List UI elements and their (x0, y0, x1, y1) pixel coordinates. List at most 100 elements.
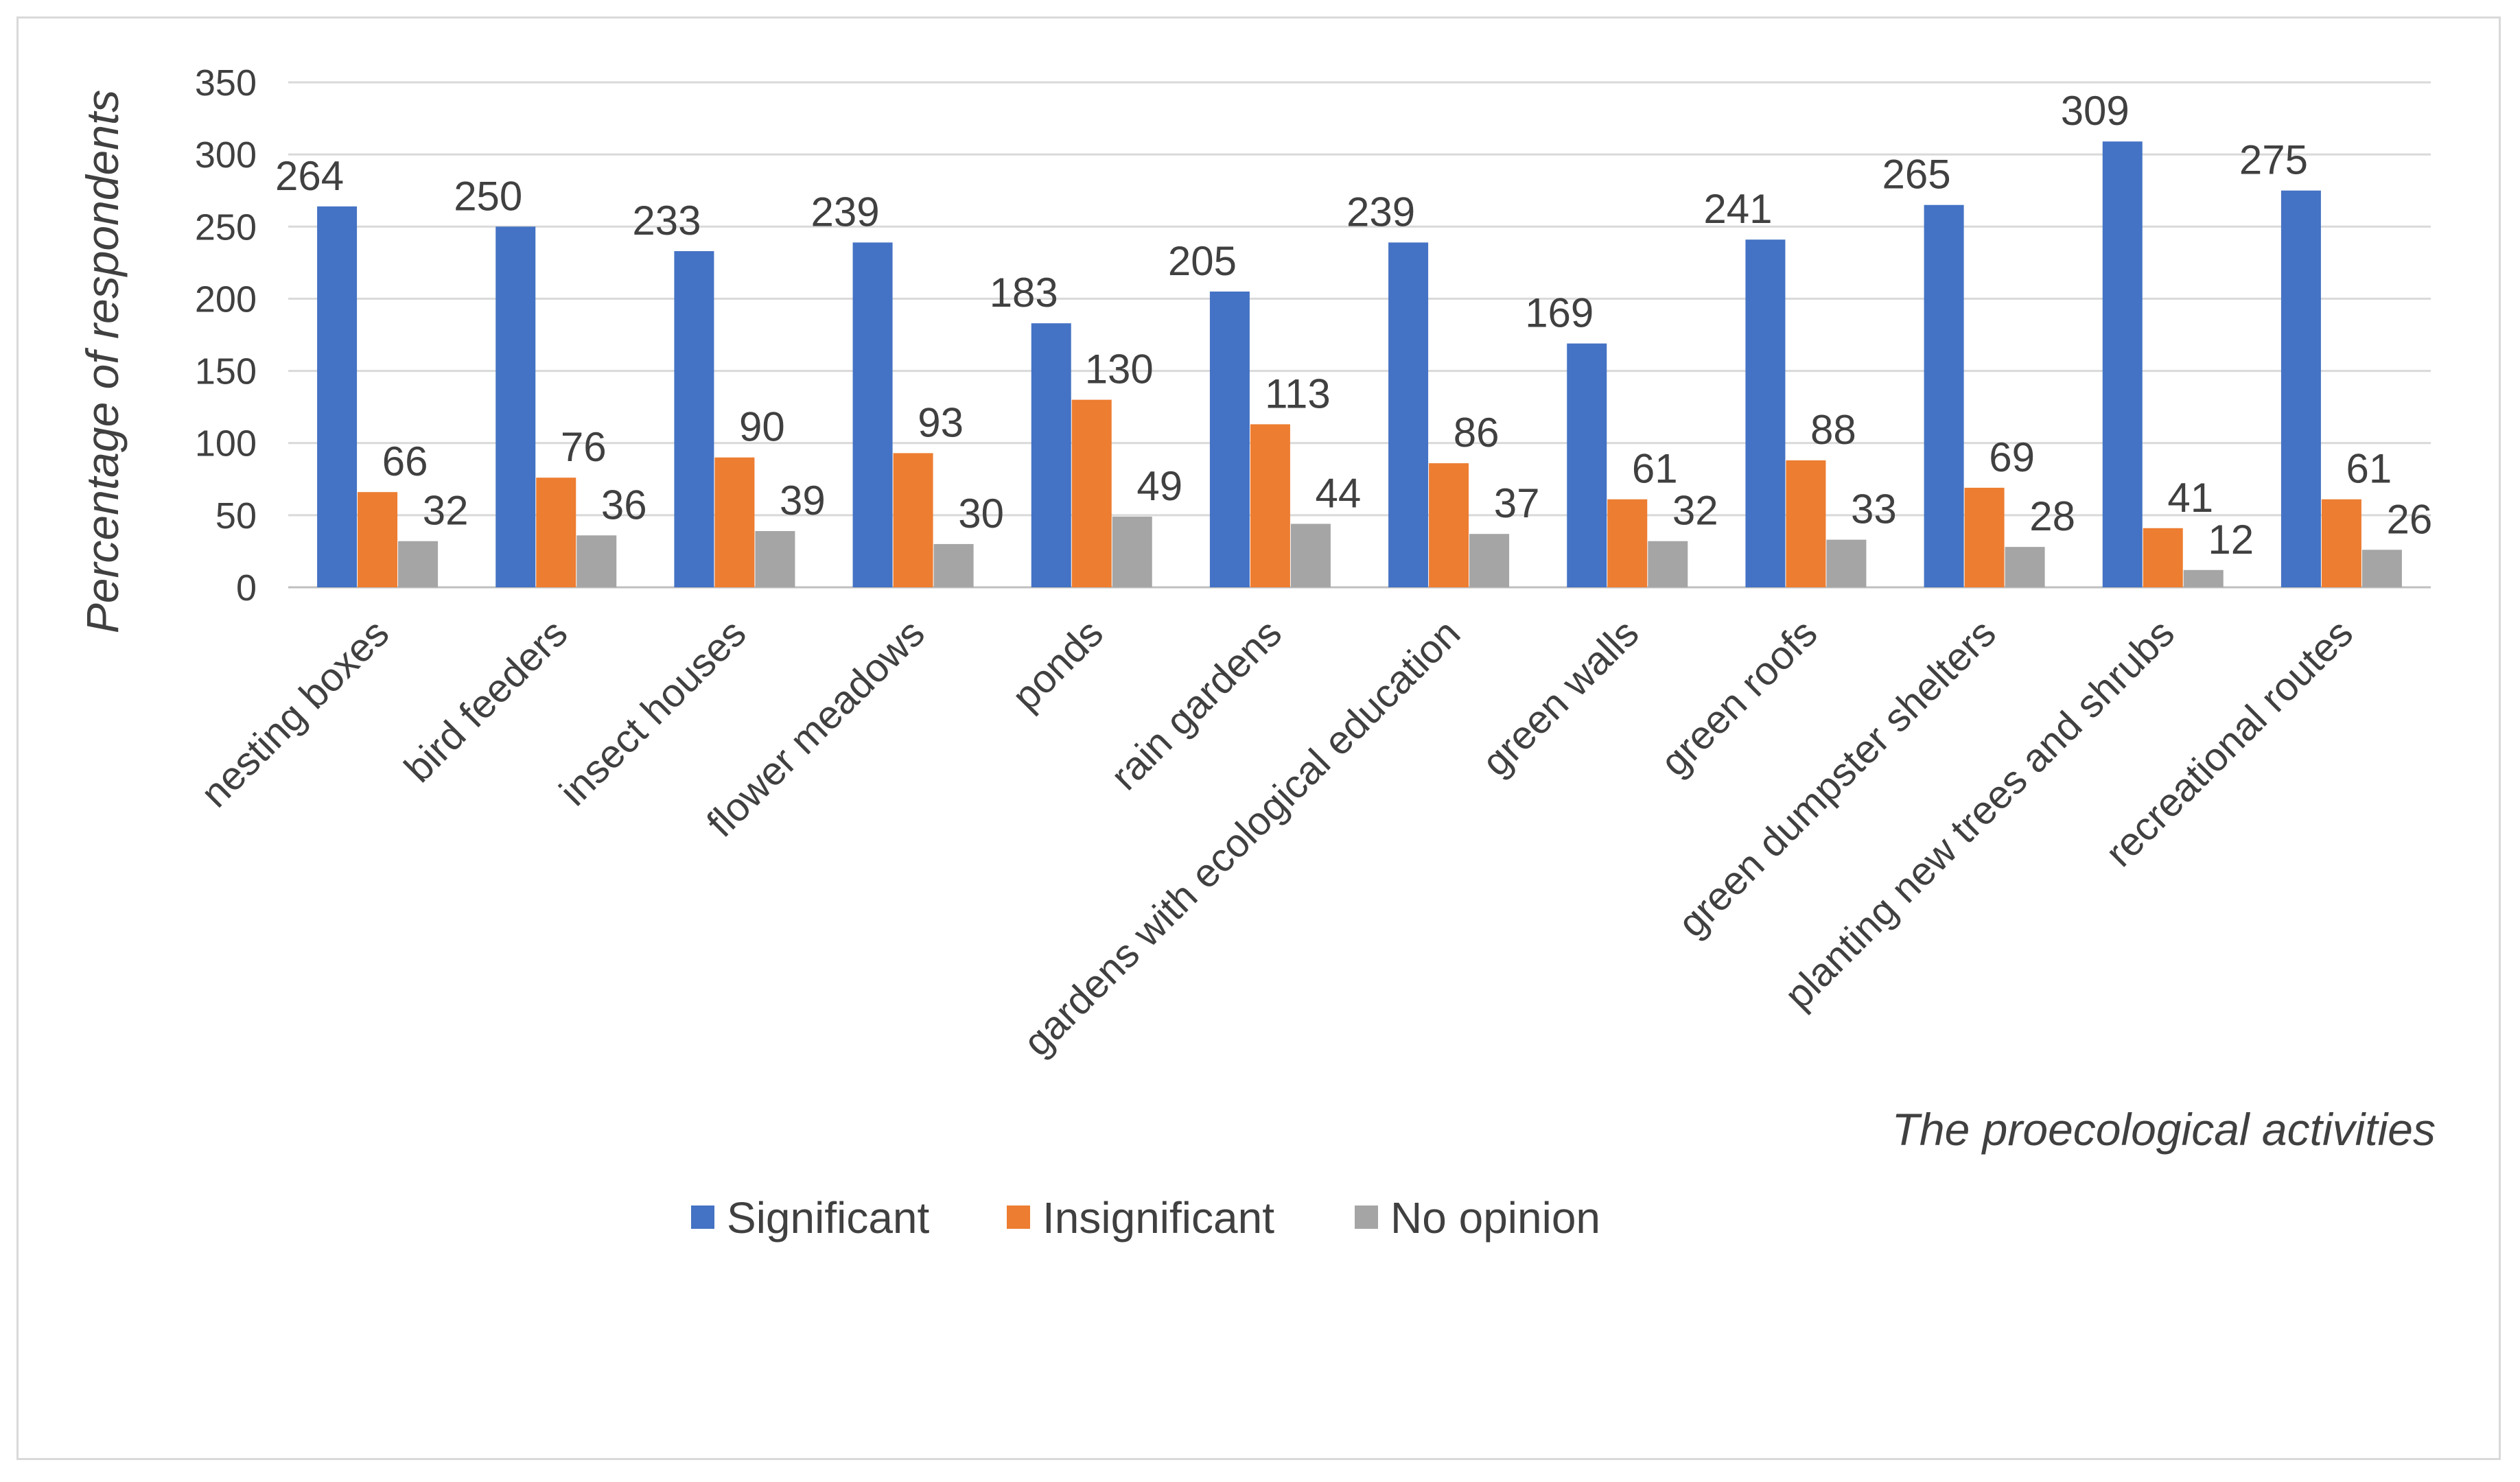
bar-significant (2102, 141, 2143, 587)
category-label: nesting boxes (192, 611, 397, 816)
bar-chart: 0 50 100 150 200 250 300 350 264 250 233 239 183 205… (77, 62, 2436, 1243)
y-tick-label: 50 (215, 495, 257, 537)
bar-no-opinion (1290, 524, 1331, 587)
data-label-significant: 239 (811, 189, 880, 235)
category-label: green dumpster shelters (1670, 611, 2005, 945)
bar-significant (1745, 239, 1786, 587)
bar-insignificant (1964, 487, 2005, 587)
data-label-no-opinion: 49 (1136, 463, 1182, 509)
data-label-insignificant: 69 (1989, 434, 2035, 480)
data-label-significant: 275 (2239, 137, 2308, 183)
category-label: green roofs (1652, 611, 1825, 784)
data-label-insignificant: 61 (2346, 446, 2392, 492)
data-label-significant: 264 (275, 153, 344, 199)
data-label-insignificant: 113 (1265, 370, 1331, 416)
data-label-no-opinion: 26 (2387, 496, 2433, 542)
y-tick-label: 250 (195, 207, 257, 248)
bar-significant (1567, 343, 1607, 587)
bar-significant (674, 251, 714, 587)
bar-no-opinion (1826, 539, 1867, 587)
bar-no-opinion (755, 530, 795, 587)
bar-insignificant (1250, 424, 1290, 587)
data-label-no-opinion: 28 (2029, 493, 2075, 539)
bar-no-opinion (933, 543, 974, 587)
legend-label: Insignificant (1042, 1193, 1274, 1243)
data-label-no-opinion: 33 (1851, 486, 1897, 532)
bar-no-opinion (576, 535, 617, 587)
bar-significant (1031, 323, 1071, 587)
data-label-significant: 309 (2061, 88, 2130, 134)
data-label-significant: 183 (990, 270, 1058, 316)
gridlines (288, 81, 2431, 589)
category-label: rain gardens (1102, 611, 1290, 799)
bar-significant (852, 242, 893, 587)
bar-insignificant (2143, 528, 2183, 587)
legend-swatch (1007, 1205, 1030, 1229)
legend-label: No opinion (1390, 1193, 1600, 1243)
legend: Significant Insignificant No opinion (691, 1193, 1600, 1243)
bar-insignificant (714, 457, 755, 587)
bar-insignificant (1071, 399, 1112, 587)
bar-no-opinion (2183, 569, 2224, 587)
bar-significant (1388, 242, 1429, 587)
data-label-no-opinion: 36 (601, 482, 647, 528)
data-label-insignificant: 76 (561, 424, 607, 470)
data-label-insignificant: 61 (1632, 446, 1678, 492)
category-label: insect houses (551, 611, 755, 814)
y-axis-ticks: 0 50 100 150 200 250 300 350 (195, 62, 257, 609)
bar-insignificant (1429, 463, 1469, 587)
legend-swatch (1355, 1205, 1378, 1229)
bars (317, 141, 2402, 587)
bar-insignificant (893, 453, 933, 587)
bar-significant (495, 226, 536, 587)
data-label-no-opinion: 30 (958, 491, 1004, 537)
y-tick-label: 150 (195, 351, 257, 392)
data-label-no-opinion: 44 (1316, 470, 1362, 516)
data-label-significant: 233 (632, 198, 701, 244)
y-axis-title: Percentage of respondents (77, 90, 128, 634)
data-label-significant: 239 (1346, 189, 1415, 235)
bar-insignificant (358, 492, 398, 587)
y-tick-label: 300 (195, 134, 257, 176)
y-tick-label: 200 (195, 279, 257, 320)
category-label: green walls (1473, 611, 1647, 784)
legend-swatch (691, 1205, 714, 1229)
bar-significant (1209, 291, 1250, 587)
bar-no-opinion (2005, 547, 2045, 587)
bar-significant (2280, 190, 2321, 587)
bar-insignificant (1607, 499, 1648, 587)
data-label-insignificant: 130 (1085, 346, 1154, 392)
bar-insignificant (536, 478, 576, 587)
data-label-insignificant: 66 (382, 438, 428, 484)
bar-no-opinion (2361, 550, 2402, 587)
y-tick-label: 0 (236, 567, 257, 609)
bar-significant (317, 206, 358, 587)
data-label-significant: 241 (1703, 186, 1772, 232)
category-label: ponds (1003, 611, 1112, 719)
bar-significant (1924, 204, 1964, 587)
y-tick-label: 350 (195, 62, 257, 104)
data-label-insignificant: 90 (739, 404, 785, 450)
chart-frame: 0 50 100 150 200 250 300 350 264 250 233 239 183 205… (16, 16, 2501, 1460)
data-label-insignificant: 88 (1810, 407, 1856, 453)
bar-no-opinion (1469, 534, 1510, 587)
data-label-significant: 250 (454, 173, 522, 219)
data-label-no-opinion: 32 (1672, 488, 1718, 534)
data-label-no-opinion: 32 (423, 488, 469, 534)
data-label-no-opinion: 12 (2208, 517, 2254, 563)
data-label-significant: 169 (1525, 290, 1594, 336)
y-tick-label: 100 (195, 423, 257, 464)
category-label: planting new trees and shrubs (1776, 611, 2183, 1018)
data-label-significant: 205 (1168, 238, 1237, 284)
bar-insignificant (1786, 460, 1826, 587)
data-labels: 264 250 233 239 183 205 239 169 241 265 309 275 66 76… (275, 88, 2432, 563)
data-label-insignificant: 41 (2167, 475, 2213, 521)
x-axis-title: The proecological activities (1892, 1104, 2436, 1155)
data-label-insignificant: 86 (1454, 410, 1500, 456)
data-label-no-opinion: 37 (1494, 480, 1540, 526)
bar-insignificant (2321, 499, 2361, 587)
category-label: bird feeders (396, 611, 576, 791)
bar-no-opinion (398, 541, 439, 587)
data-label-insignificant: 93 (918, 399, 964, 445)
